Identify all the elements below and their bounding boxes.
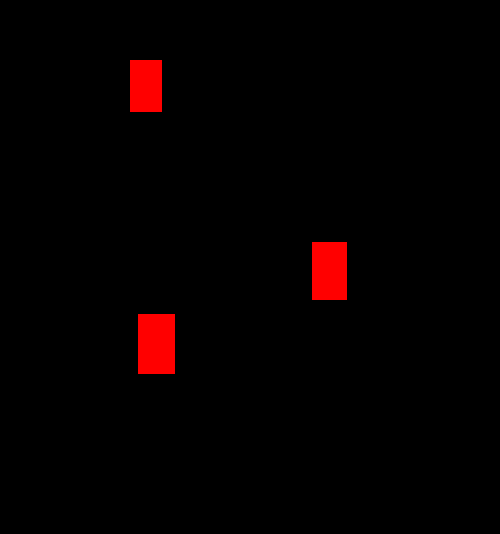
rect-top-left bbox=[130, 60, 162, 112]
rect-bottom-left bbox=[138, 314, 175, 374]
diagram-canvas bbox=[0, 0, 500, 534]
rect-right-mid bbox=[312, 242, 347, 300]
